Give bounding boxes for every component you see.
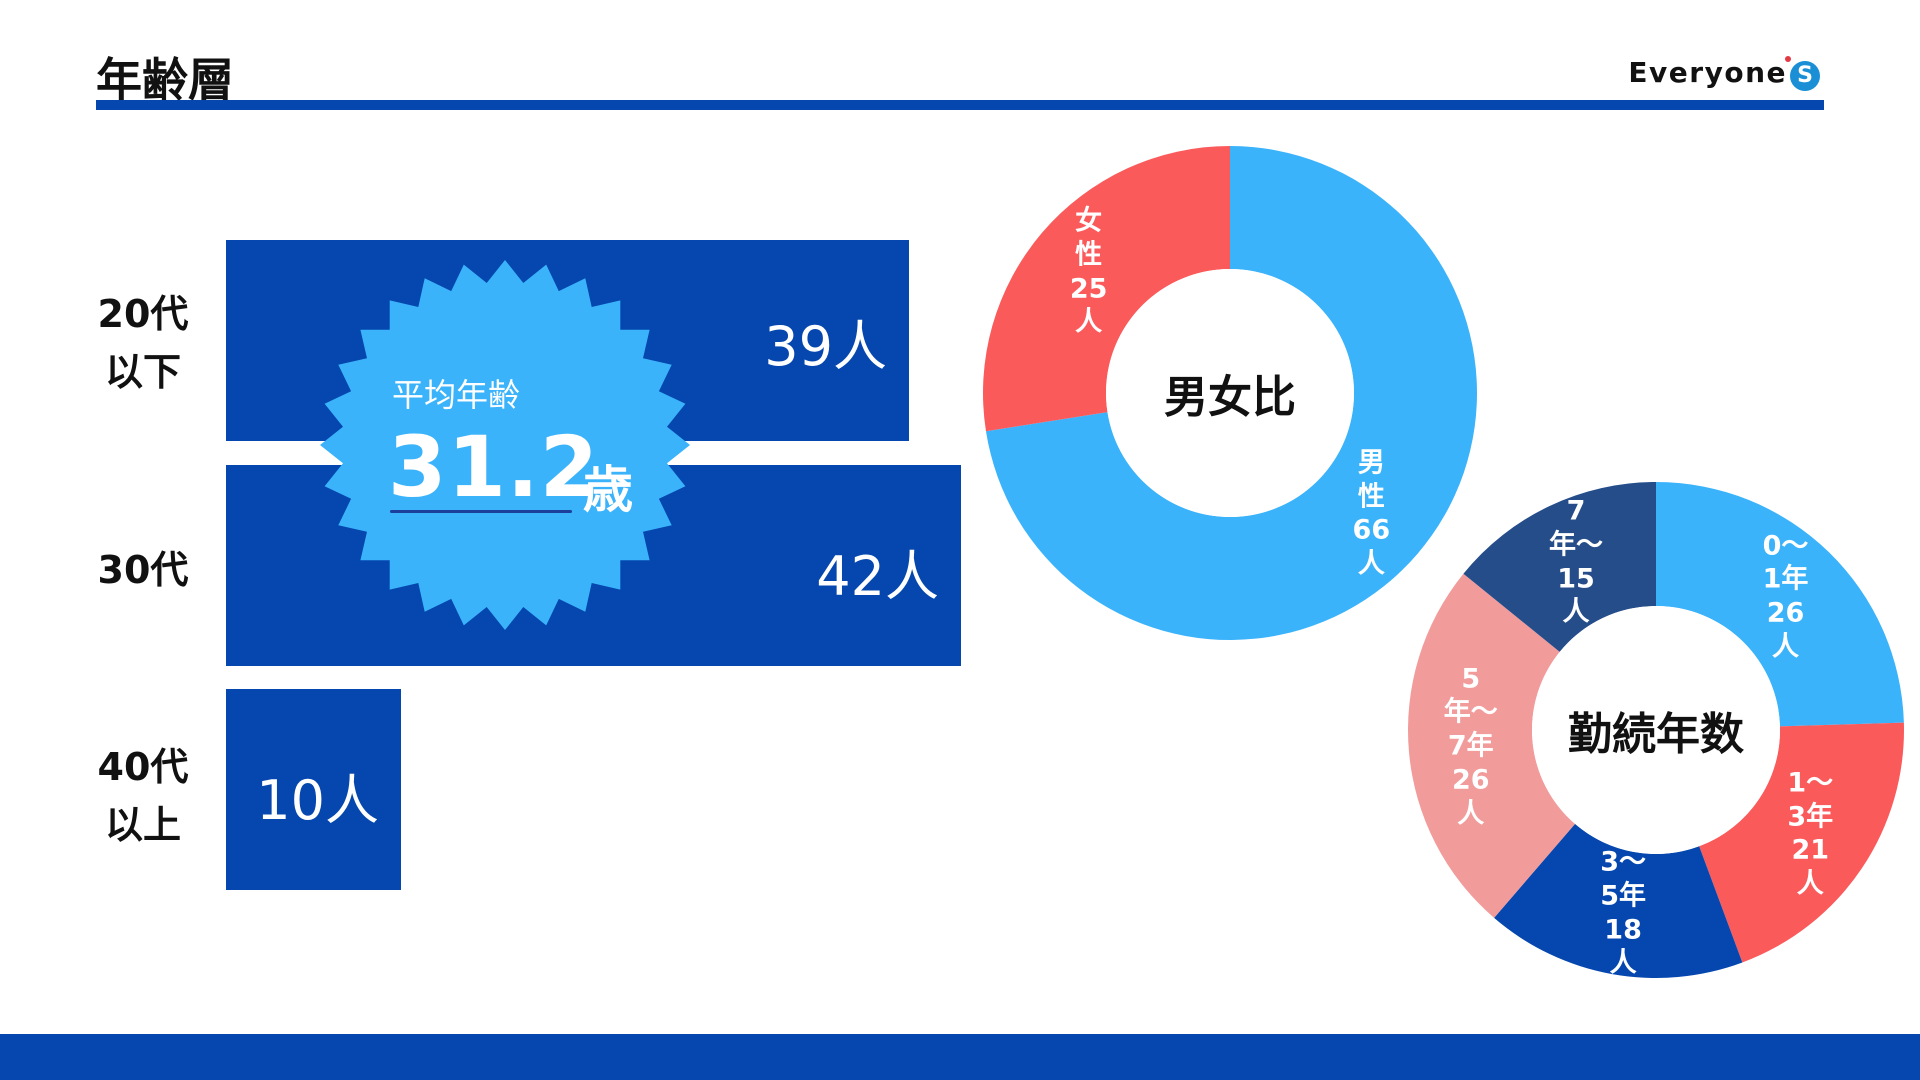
donut2-slice-label-1: 1〜3年 21人	[1787, 766, 1833, 901]
slice-category: 女性	[1075, 205, 1103, 271]
donut1-hole	[1106, 269, 1354, 517]
gender-donut-center-label: 男女比	[1164, 372, 1296, 423]
average-age-unit: 歳	[583, 461, 633, 519]
age-category-label-2: 40代 以上	[97, 745, 189, 847]
donut2-slice-4	[1463, 482, 1656, 652]
donut2-slice-3	[1408, 573, 1576, 918]
slice-category: 1〜3年	[1787, 767, 1834, 833]
average-age-value: 31.2	[388, 418, 600, 516]
average-age-underline	[390, 510, 572, 513]
donut2-slice-label-4: 7年〜 15人	[1549, 495, 1603, 630]
logo-text: Everyone	[1628, 56, 1787, 89]
footer-band	[0, 1034, 1920, 1080]
donut2-hole	[1532, 606, 1780, 854]
average-age-label: 平均年齢	[392, 376, 521, 414]
slice-category: 7年〜	[1549, 495, 1603, 561]
company-logo: Everyone S	[1628, 55, 1820, 91]
slice-value: 21人	[1791, 834, 1830, 900]
donut2-slice-2	[1494, 823, 1743, 978]
logo-dot	[1785, 55, 1791, 62]
slice-category: 0〜1年	[1762, 530, 1809, 595]
age-bar-value-1: 42人	[816, 545, 939, 608]
logo-mark-letter: S	[1797, 63, 1813, 88]
donut1-slice-0	[985, 146, 1478, 640]
title-underline-rule	[96, 100, 1824, 110]
slice-value: 25人	[1069, 273, 1108, 338]
donut2-slice-label-2: 3〜5年 18人	[1600, 846, 1646, 981]
slice-category: 男性	[1357, 447, 1385, 513]
slice-value: 18人	[1604, 914, 1642, 979]
tenure-donut-center-label: 勤続年数	[1568, 709, 1744, 760]
slice-value: 15人	[1557, 563, 1595, 628]
donut1-slice-label-1: 女性 25人	[1070, 205, 1108, 340]
age-bar-value-2: 10人	[256, 769, 379, 832]
slice-value: 66人	[1352, 514, 1391, 580]
donut2-slice-label-0: 0〜1年 26人	[1763, 529, 1809, 664]
slice-category: 5年〜7年	[1443, 663, 1498, 762]
logo-mark-icon: S	[1785, 55, 1820, 91]
donut1-slice-1	[983, 146, 1230, 432]
age-category-label-1: 30代	[97, 548, 189, 592]
donut1-slice-label-0: 男性 66人	[1353, 446, 1391, 581]
slice-category: 3〜5年	[1600, 846, 1646, 912]
slice-value: 26人	[1766, 597, 1805, 663]
page-title: 年齢層	[96, 53, 234, 107]
donut2-slice-label-3: 5年〜7年 26人	[1444, 662, 1498, 831]
donut2-slice-1	[1699, 722, 1905, 963]
slice-value: 26人	[1451, 764, 1490, 830]
age-bar-value-0: 39人	[764, 315, 887, 378]
age-category-label-0: 20代 以下	[97, 292, 189, 394]
donut2-slice-0	[1656, 482, 1904, 727]
age-bar-2	[226, 689, 401, 890]
